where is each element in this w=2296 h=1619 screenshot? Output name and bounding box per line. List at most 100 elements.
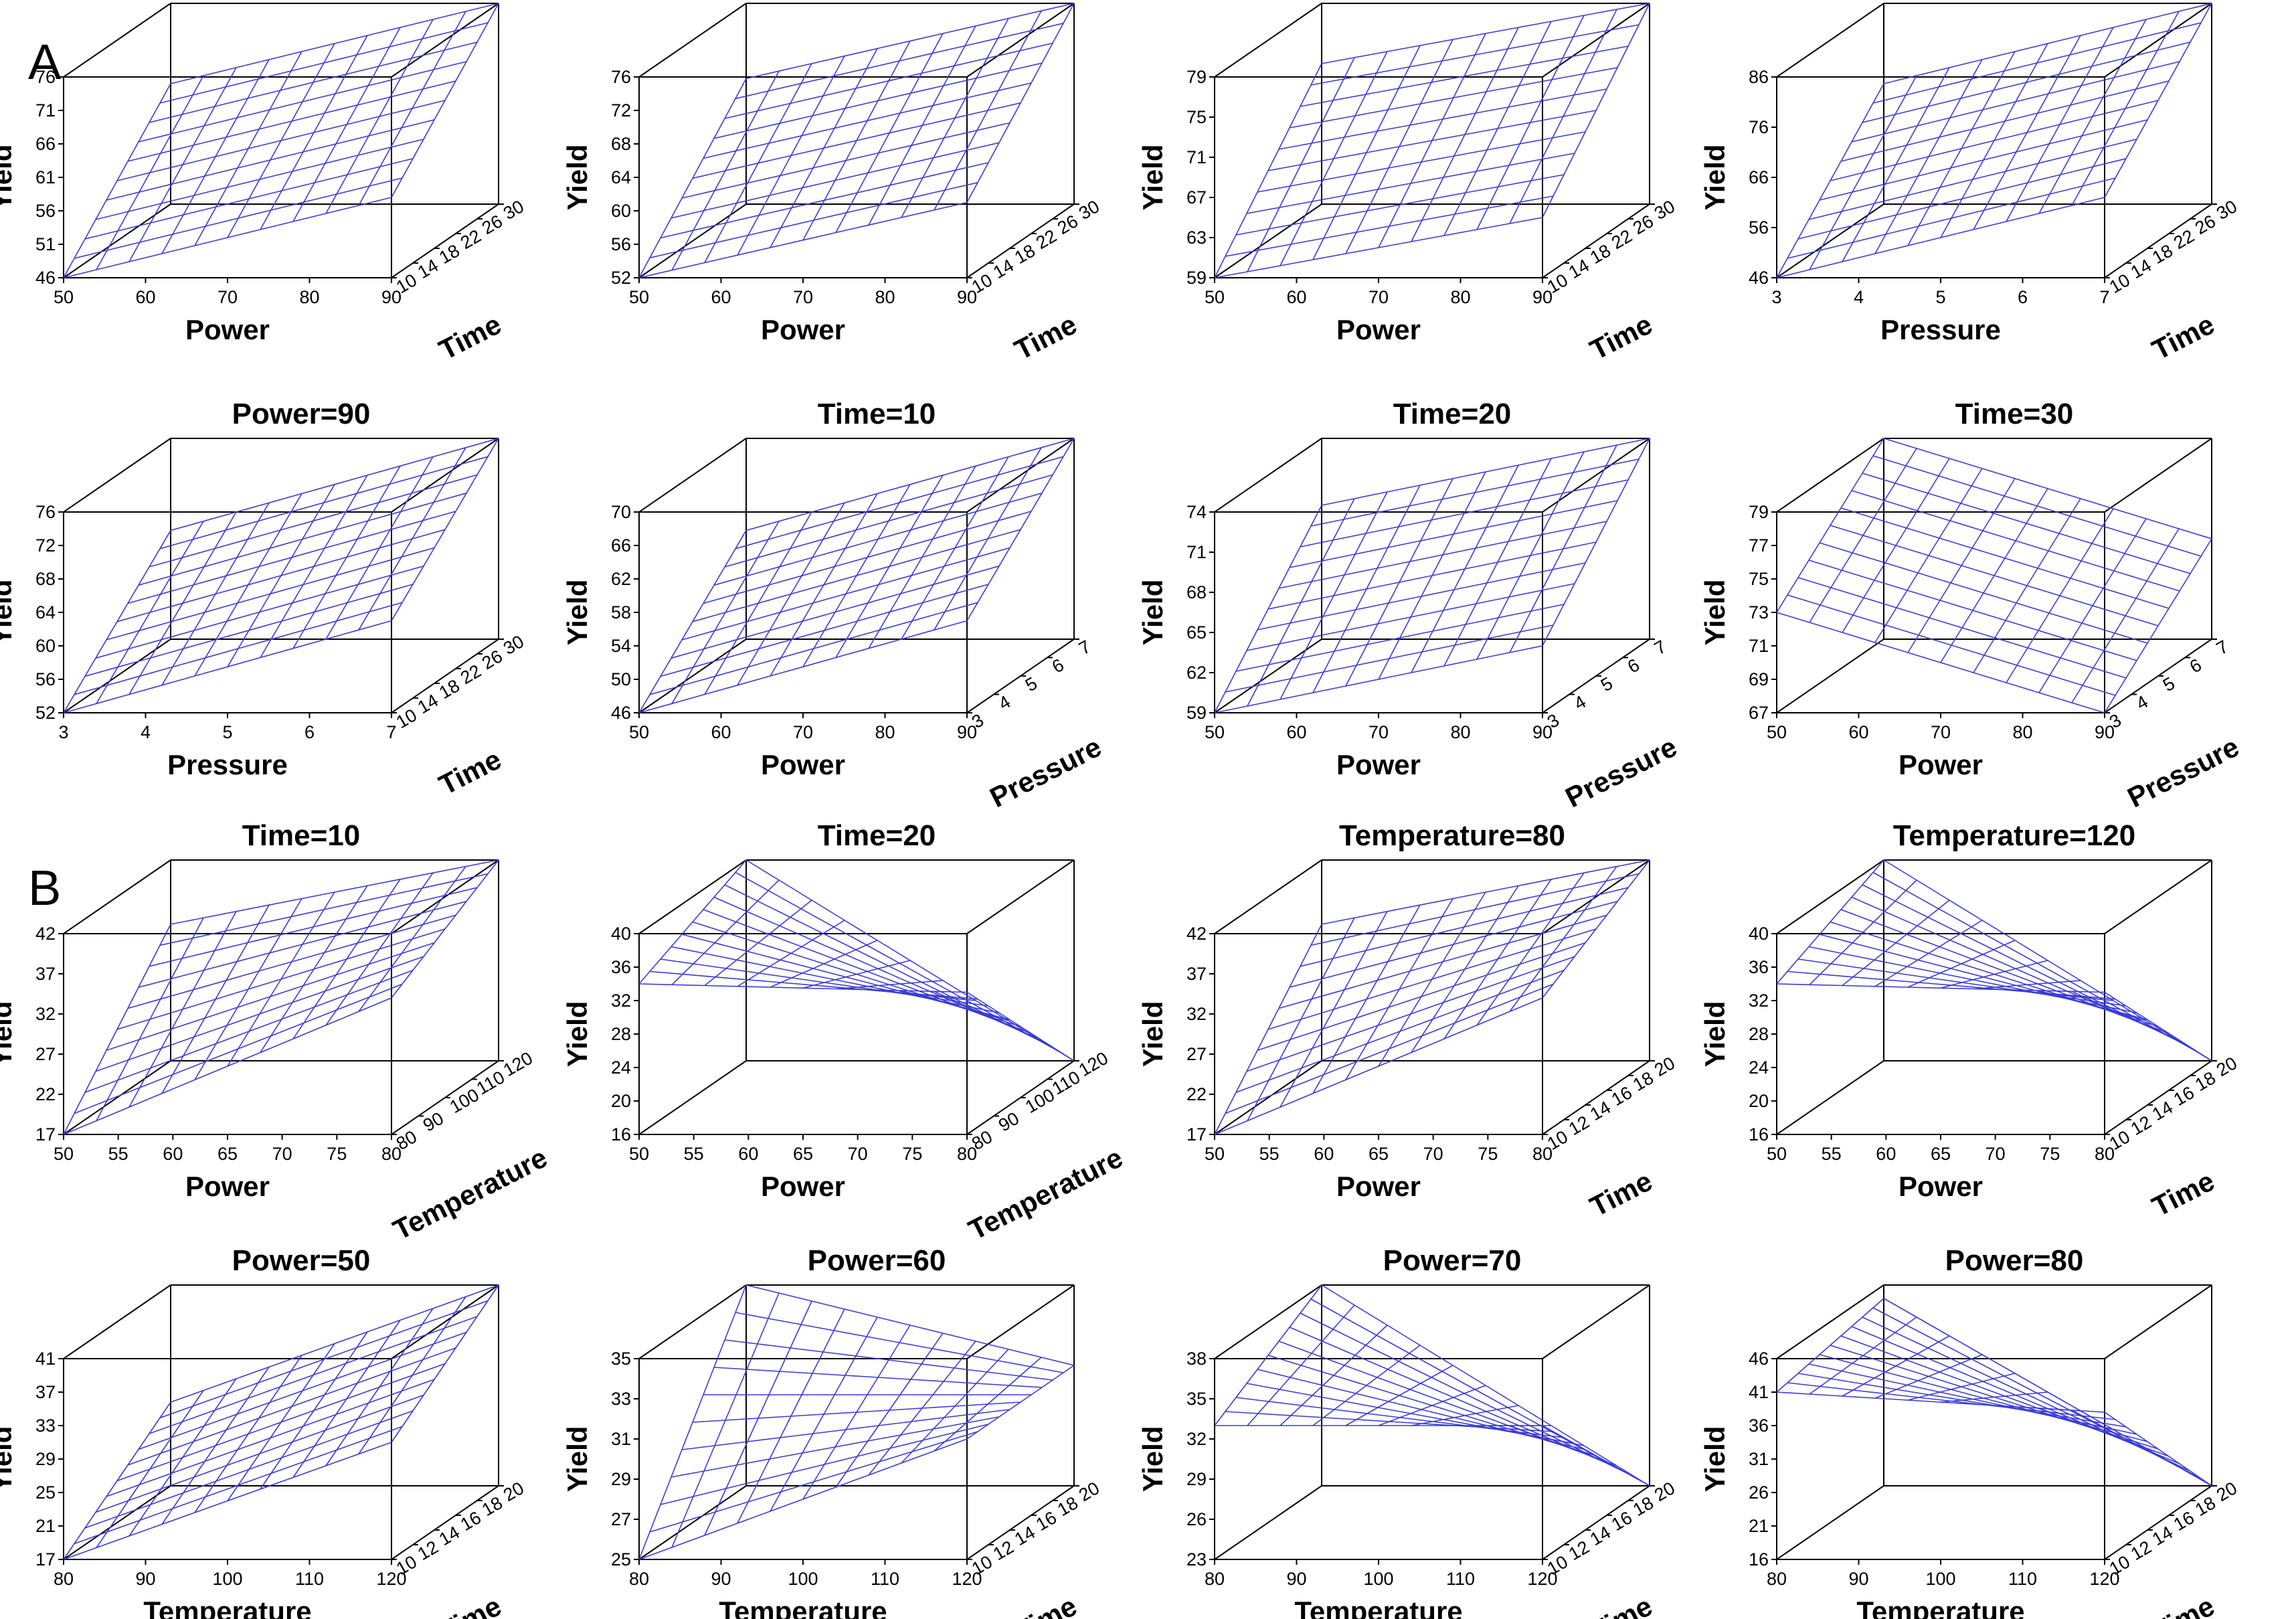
box-edge [1776, 438, 1884, 513]
box-edge [2104, 1485, 2212, 1560]
box-edge [1542, 203, 1650, 278]
z-tick-label: 24 [611, 1057, 631, 1078]
mesh-line [713, 493, 1043, 586]
mesh-line [735, 871, 1064, 1055]
x-tick-label: 80 [2012, 722, 2032, 742]
z-tick-label: 35 [1186, 1389, 1207, 1409]
x-tick-label: 80 [1532, 1144, 1553, 1164]
y-tick-label: 100 [1022, 1085, 1058, 1118]
z-tick-label: 51 [35, 234, 56, 254]
x-tick-label: 60 [1876, 1144, 1896, 1164]
box-edge [638, 3, 747, 78]
x-tick-label: 70 [1985, 1144, 2006, 1164]
surface-plot-4: Power=504656667686Yield34567Pressure1014… [1699, 3, 2240, 366]
surface-plot-1: Pressure=346515661667176Yield5060708090P… [0, 3, 527, 366]
z-tick-label: 32 [1749, 991, 1769, 1011]
z-tick-label: 22 [35, 1084, 56, 1104]
z-axis-label: Yield [0, 1426, 17, 1493]
box-edge [391, 1284, 499, 1359]
plot-title: Time=10 [242, 819, 361, 852]
x-tick-label: 100 [1925, 1569, 1955, 1589]
z-axis-label: Yield [1699, 145, 1731, 211]
mesh-line [391, 438, 499, 621]
mesh-line [170, 438, 499, 531]
z-tick-label: 69 [1749, 669, 1769, 689]
mesh-line [2104, 1412, 2212, 1486]
mesh-line [159, 1300, 489, 1419]
z-tick-label: 22 [1186, 1084, 1207, 1104]
mesh-line [149, 887, 478, 967]
y-tick-label: 30 [1075, 196, 1103, 224]
x-tick-label: 110 [295, 1569, 324, 1589]
mesh-line [1310, 24, 1640, 86]
x-tick-label: 100 [1363, 1569, 1393, 1589]
y-axis-label: Pressure [2123, 731, 2244, 814]
y-axis-label: Time [434, 744, 506, 801]
y-axis-label: Time [2147, 1165, 2219, 1223]
x-tick-label: 120 [952, 1569, 982, 1589]
mesh-line [1278, 521, 1607, 589]
x-tick-label: 110 [871, 1569, 899, 1589]
mesh-line [745, 3, 1075, 80]
z-tick-label: 17 [35, 1124, 56, 1144]
y-tick-label: 4 [2133, 691, 2151, 713]
box-edge [1542, 1060, 1650, 1135]
z-tick-label: 27 [611, 1509, 631, 1529]
x-tick-label: 80 [2095, 1144, 2115, 1164]
y-axis-label: Time [434, 309, 506, 366]
z-tick-label: 50 [611, 669, 631, 689]
x-tick-label: 65 [793, 1144, 813, 1164]
z-tick-label: 32 [1186, 1004, 1207, 1024]
z-tick-label: 56 [1749, 218, 1769, 238]
box-edge [391, 859, 499, 934]
z-tick-label: 76 [35, 67, 56, 87]
surface-mesh [638, 438, 1075, 713]
z-tick-label: 37 [1186, 964, 1207, 984]
mesh-line [1310, 873, 1640, 946]
z-tick-label: 56 [611, 234, 631, 254]
mesh-line [149, 41, 478, 123]
mesh-line [966, 3, 1075, 203]
z-tick-label: 71 [1186, 147, 1207, 167]
mesh-line [1321, 859, 1650, 925]
x-axis-label: Power [1336, 314, 1421, 345]
z-tick-label: 21 [1749, 1516, 1769, 1536]
mesh-line [901, 1349, 1009, 1464]
mesh-line [325, 1308, 434, 1466]
z-tick-label: 67 [1186, 187, 1207, 207]
z-tick-label: 32 [1186, 1429, 1207, 1449]
surface-plot-16: Power=80 16 21 26 31 36 41 46 Yield 80 90 100 110 120… [1699, 1244, 2240, 1619]
mesh-line [1411, 27, 1519, 242]
z-axis-label: Yield [561, 580, 593, 646]
z-tick-label: 16 [1749, 1549, 1769, 1569]
x-tick-label: 120 [2089, 1569, 2119, 1589]
box-edge [63, 859, 171, 934]
z-tick-label: 72 [611, 100, 631, 120]
mesh-line [724, 474, 1053, 568]
mesh-line [1321, 1284, 1650, 1486]
x-tick-label: 50 [54, 287, 74, 307]
box-edge [2104, 1284, 2212, 1359]
mesh-line [358, 11, 466, 206]
y-axis-label: Time [1585, 309, 1657, 366]
z-tick-label: 67 [1749, 703, 1769, 723]
x-tick-label: 55 [1259, 1144, 1279, 1164]
y-tick-label: 6 [1049, 655, 1067, 677]
mesh-line [1851, 61, 2180, 143]
mesh-line [2104, 538, 2212, 713]
mesh-line [745, 438, 1075, 531]
mesh-line [260, 1331, 368, 1490]
mesh-line [138, 1331, 467, 1450]
y-tick-label: 20 [500, 1478, 527, 1505]
mesh-line [1830, 525, 2159, 626]
mesh-line [1321, 438, 1650, 506]
x-tick-label: 70 [1931, 722, 1951, 742]
mesh-line [391, 1284, 499, 1443]
mesh-line [1443, 879, 1552, 1039]
z-tick-label: 46 [35, 268, 56, 288]
x-tick-label: 55 [108, 1144, 128, 1164]
x-tick-label: 5 [222, 722, 232, 742]
mesh-line [127, 1347, 456, 1466]
box-edge [2104, 859, 2212, 934]
